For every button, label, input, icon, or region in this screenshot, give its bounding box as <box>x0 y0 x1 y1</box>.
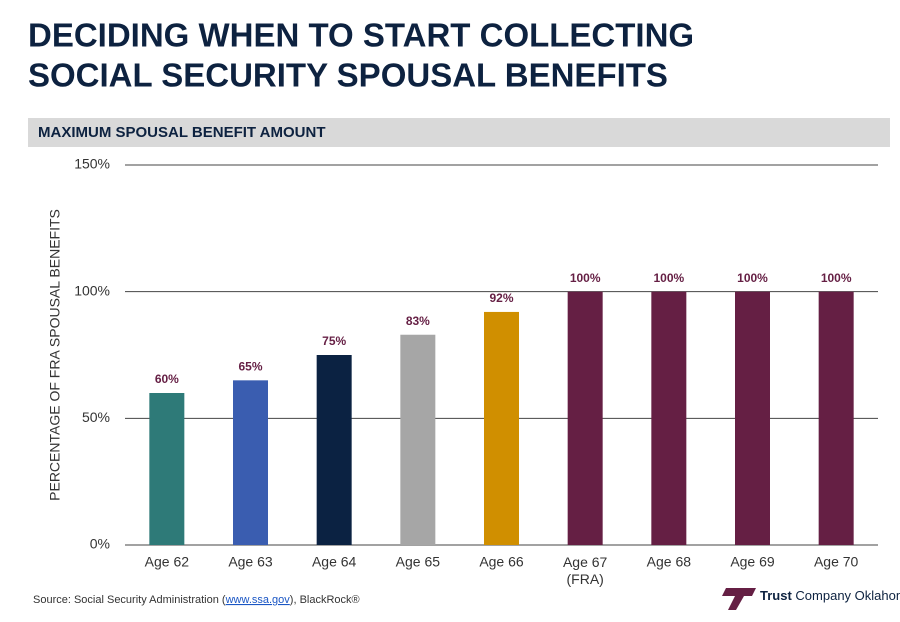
x-tick-label: Age 62 <box>145 554 190 570</box>
x-tick-label: Age 66 <box>479 554 524 570</box>
source-suffix: ), BlackRock® <box>290 594 360 606</box>
bar <box>484 311 519 545</box>
x-tick-label: Age 65 <box>396 554 441 570</box>
chart-title: SOCIAL SECURITY SPOUSAL BENEFITS <box>28 57 668 94</box>
y-axis-label: PERCENTAGE OF FRA SPOUSAL BENEFITS <box>47 209 63 501</box>
x-tick-label: Age 63 <box>228 554 273 570</box>
value-label: 65% <box>238 360 262 374</box>
value-label: 83% <box>406 314 430 328</box>
logo-bold: Trust <box>760 588 792 603</box>
x-tick-label: Age 64 <box>312 554 357 570</box>
subtitle-band <box>28 118 890 147</box>
value-label: 100% <box>653 271 684 285</box>
logo-rest: Company Oklahoma <box>795 588 900 603</box>
y-tick-label: 100% <box>74 282 110 298</box>
bar <box>651 291 687 545</box>
value-label: 100% <box>821 271 852 285</box>
subtitle: MAXIMUM SPOUSAL BENEFIT AMOUNT <box>38 124 326 141</box>
bar <box>818 291 854 545</box>
bar <box>400 334 436 545</box>
logo: Trust Company Oklahoma <box>722 588 900 610</box>
value-label: 100% <box>737 271 768 285</box>
value-label: 60% <box>155 372 179 386</box>
chart-title: DECIDING WHEN TO START COLLECTING <box>28 17 694 54</box>
value-label: 92% <box>489 291 513 305</box>
x-tick-label: Age 68 <box>647 554 692 570</box>
bar <box>735 291 770 545</box>
value-label: 75% <box>322 334 346 348</box>
source-prefix: Source: Social Security Administration ( <box>33 594 226 606</box>
bar <box>567 291 603 545</box>
bar <box>233 380 268 545</box>
value-label: 100% <box>570 271 601 285</box>
y-tick-label: 150% <box>74 156 110 172</box>
y-tick-label: 0% <box>90 536 110 552</box>
x-tick-label: Age 69 <box>730 554 775 570</box>
bar <box>149 393 185 545</box>
source: Source: Social Security Administration (… <box>33 594 360 606</box>
x-tick-label: Age 67 (FRA) <box>563 554 608 587</box>
logo-text: Trust Company Oklahoma <box>760 588 900 603</box>
logo-icon <box>722 588 756 610</box>
y-tick-label: 50% <box>82 409 110 425</box>
x-tick-label: Age 70 <box>814 554 859 570</box>
bar <box>316 355 352 545</box>
source-link[interactable]: www.ssa.gov <box>225 594 291 606</box>
